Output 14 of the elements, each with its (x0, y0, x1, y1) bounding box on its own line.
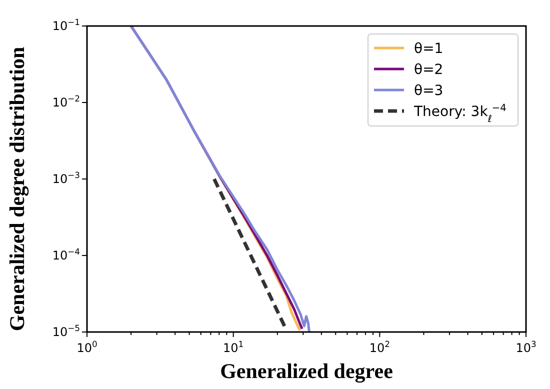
x-axis-title: Generalized degree (220, 359, 393, 383)
x-tick-label: 10$^{0}$ (76, 339, 98, 355)
x-tick-label: 10$^{1}$ (223, 339, 244, 355)
x-tick-label: 10$^{3}$ (516, 339, 536, 355)
x-tick-label: 10$^{2}$ (369, 339, 390, 355)
y-axis-title: Generalized degree distribution (5, 46, 29, 332)
y-tick-label: 10$^{−5}$ (52, 323, 80, 339)
y-tick-label: 10$^{−2}$ (52, 94, 80, 110)
legend-label: θ=1 (414, 41, 444, 57)
legend-label: θ=3 (414, 83, 444, 99)
y-tick-label: 10$^{−4}$ (52, 246, 80, 262)
legend-label: θ=2 (414, 62, 444, 78)
y-tick-label: 10$^{−3}$ (52, 170, 80, 186)
y-tick-label: 10$^{−1}$ (52, 17, 80, 33)
